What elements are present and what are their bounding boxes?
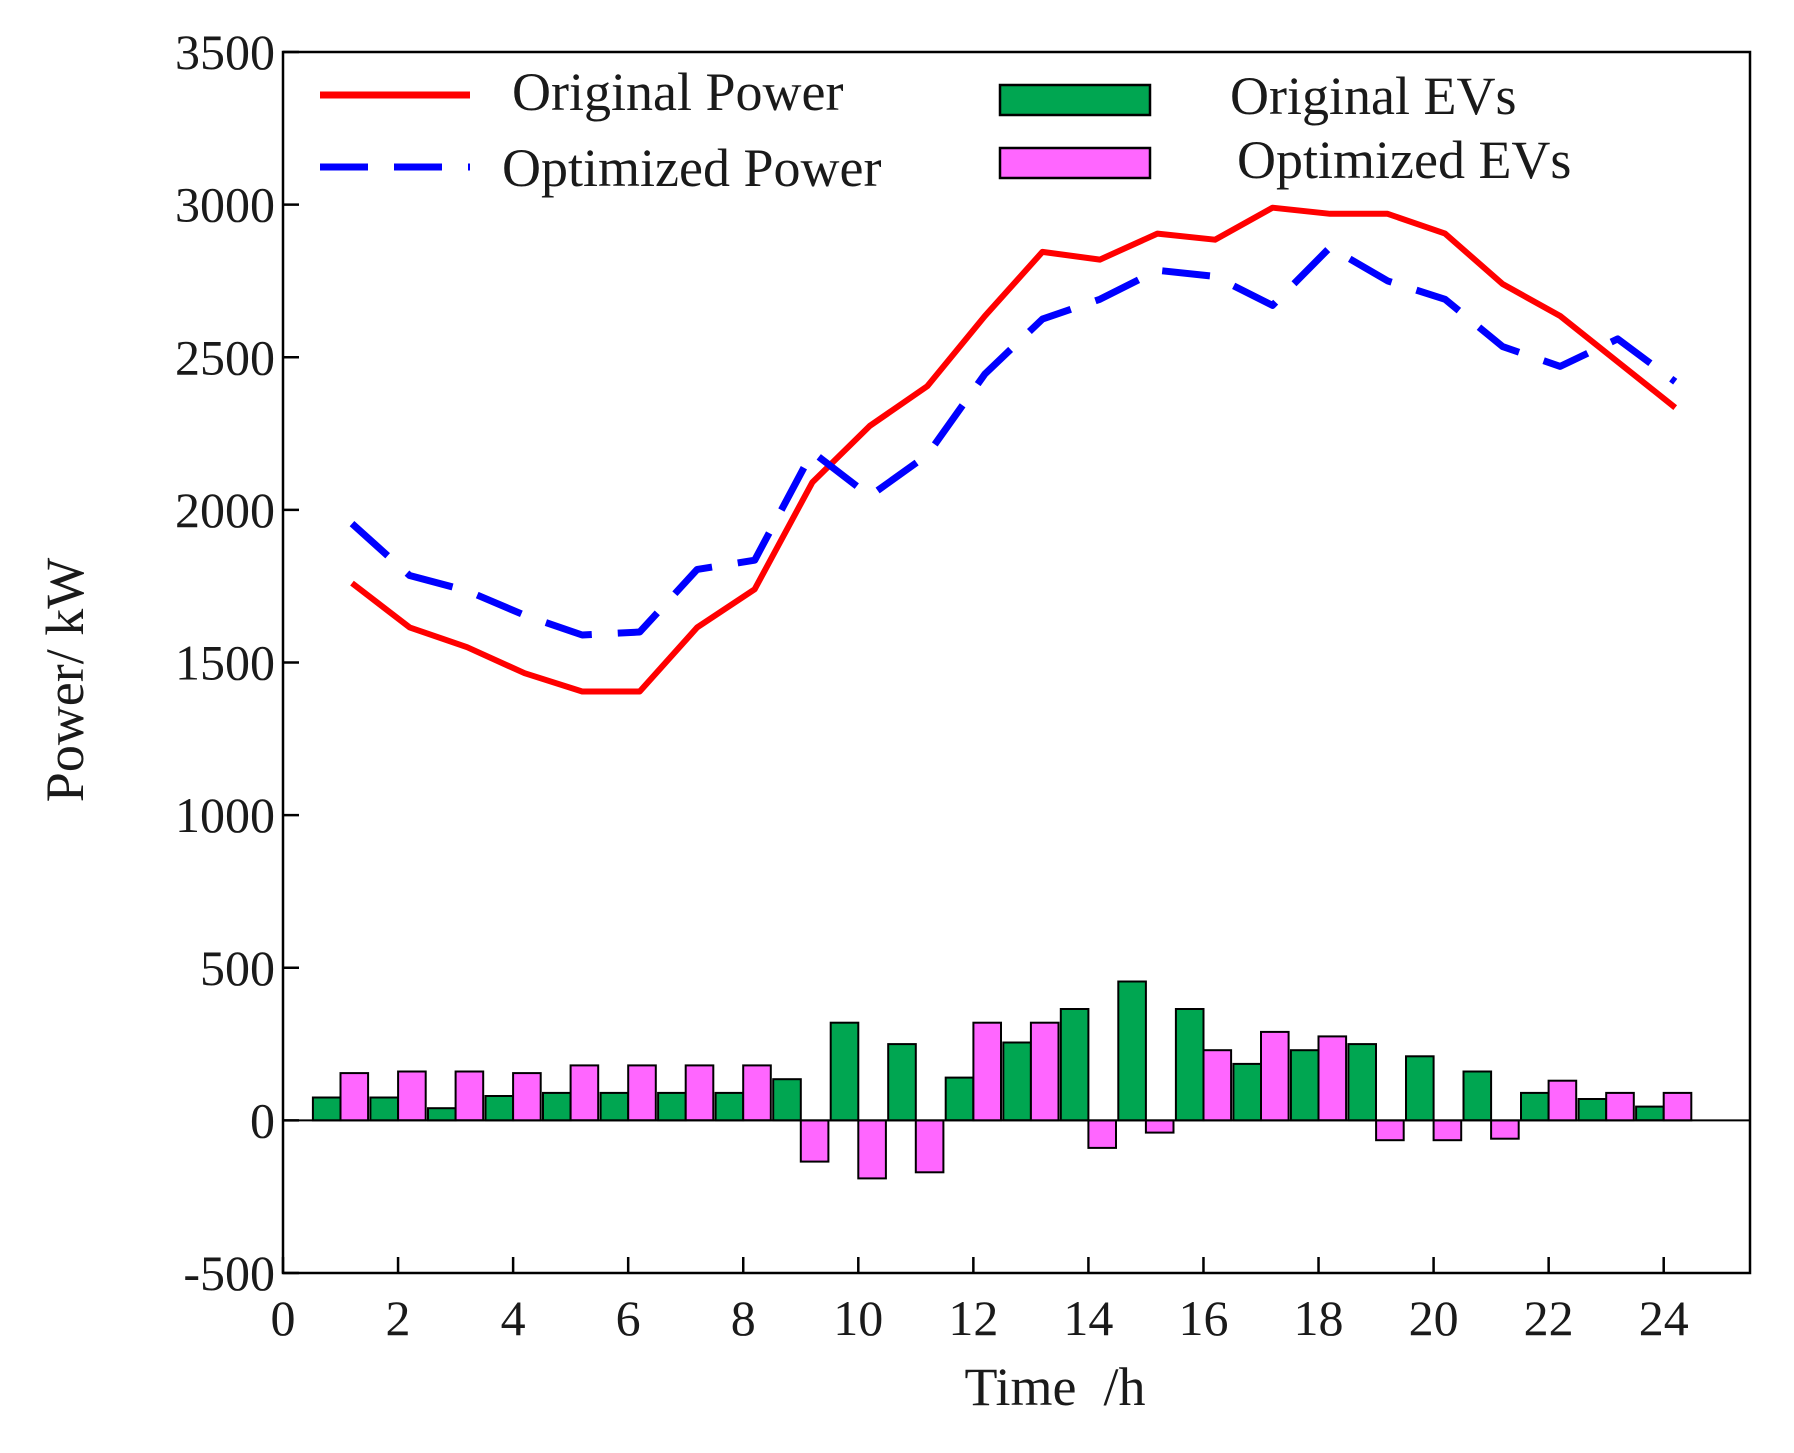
original-ev-bar xyxy=(369,1096,399,1122)
y-tick-label: 1000 xyxy=(175,787,275,843)
optimized-ev-bar xyxy=(397,1070,427,1122)
original-ev-bar xyxy=(714,1091,745,1122)
y-tick-label: 2000 xyxy=(175,482,275,538)
legend: Original Power Optimized Power Original EV… xyxy=(320,62,1571,198)
x-tick-label: 22 xyxy=(1524,1290,1574,1346)
original-ev-bar xyxy=(1405,1055,1435,1122)
optimized-ev-bar xyxy=(1662,1091,1693,1122)
x-tick-label: 16 xyxy=(1178,1290,1228,1346)
optimized-ev-bar xyxy=(1202,1049,1233,1122)
optimized-ev-bar xyxy=(1432,1119,1463,1142)
x-tick-label: 12 xyxy=(948,1290,998,1346)
original-ev-bar xyxy=(657,1091,687,1122)
x-tick-label: 24 xyxy=(1639,1290,1689,1346)
optimized-ev-bar xyxy=(569,1064,600,1122)
original-ev-bar xyxy=(887,1043,917,1122)
legend-label: Optimized EVs xyxy=(1237,130,1571,190)
original-ev-bar xyxy=(1347,1043,1378,1122)
optimized-ev-bar xyxy=(1029,1021,1060,1122)
x-tick-label: 2 xyxy=(386,1290,411,1346)
optimized-ev-bar xyxy=(742,1064,772,1122)
original-ev-bar xyxy=(1462,1070,1493,1122)
original-ev-bar xyxy=(1577,1098,1608,1122)
original-ev-bar xyxy=(311,1096,342,1122)
original-ev-bar xyxy=(1174,1008,1205,1122)
x-tick-label: 6 xyxy=(616,1290,641,1346)
x-tick-label: 18 xyxy=(1294,1290,1344,1346)
optimized-ev-bar xyxy=(684,1064,715,1122)
x-tick-label: 4 xyxy=(501,1290,526,1346)
optimized-ev-bar xyxy=(857,1119,887,1180)
optimized-ev-bar xyxy=(1490,1119,1520,1140)
original-ev-bar xyxy=(944,1076,975,1122)
optimized-power-line xyxy=(349,243,1678,639)
original-ev-bar xyxy=(1289,1049,1320,1122)
optimized-ev-bar xyxy=(914,1119,945,1174)
optimized-ev-bar xyxy=(1260,1030,1290,1122)
optimized-ev-bar xyxy=(1547,1079,1578,1122)
original-ev-bar xyxy=(542,1091,572,1122)
x-tick-label: 8 xyxy=(731,1290,756,1346)
y-tick-label: 500 xyxy=(200,940,275,996)
y-tick-label: 1500 xyxy=(175,635,275,691)
original-ev-bar xyxy=(829,1021,860,1122)
optimized-ev-bar xyxy=(454,1070,485,1122)
original-ev-bar xyxy=(1635,1105,1665,1122)
optimized-ev-bar xyxy=(1144,1119,1175,1134)
legend-swatch-optimized-evs xyxy=(998,146,1152,180)
y-tick-label: 2500 xyxy=(175,329,275,385)
bars-layer xyxy=(311,980,1693,1180)
original-ev-bar xyxy=(1002,1041,1032,1122)
x-tick-label: 10 xyxy=(833,1290,883,1346)
lines-layer xyxy=(349,204,1678,695)
legend-label: Original Power xyxy=(512,62,843,122)
optimized-ev-bar xyxy=(1605,1091,1635,1122)
optimized-ev-bar xyxy=(972,1021,1003,1122)
y-tick-label: 3000 xyxy=(175,177,275,233)
x-tick-label: 20 xyxy=(1409,1290,1459,1346)
legend-label: Optimized Power xyxy=(502,138,881,198)
legend-label: Original EVs xyxy=(1230,66,1516,126)
optimized-ev-bar xyxy=(1375,1119,1405,1142)
y-tick-label: 3500 xyxy=(175,24,275,80)
original-ev-bar xyxy=(1117,980,1147,1122)
original-ev-bar xyxy=(1232,1062,1263,1122)
original-ev-bar xyxy=(427,1107,457,1122)
optimized-ev-bar xyxy=(512,1072,542,1122)
x-tick-label: 14 xyxy=(1063,1290,1113,1346)
original-ev-bar xyxy=(599,1091,630,1122)
x-tick-label: 0 xyxy=(271,1290,296,1346)
y-tick-label: 0 xyxy=(250,1092,275,1148)
optimized-ev-bar xyxy=(1087,1119,1118,1149)
legend-swatch-original-evs xyxy=(998,83,1152,117)
original-ev-bar xyxy=(1059,1008,1090,1122)
y-tick-label: -500 xyxy=(183,1245,275,1301)
original-ev-bar xyxy=(1520,1091,1550,1122)
optimized-ev-bar xyxy=(339,1072,370,1122)
original-ev-bar xyxy=(484,1095,515,1122)
optimized-ev-bar xyxy=(1317,1035,1348,1122)
optimized-ev-bar xyxy=(799,1119,830,1163)
optimized-ev-bar xyxy=(627,1064,657,1122)
x-axis-title: Time /h xyxy=(964,1357,1145,1417)
original-power-line xyxy=(350,204,1678,695)
y-axis-title: Power/ kW xyxy=(35,558,95,802)
original-ev-bar xyxy=(772,1078,802,1122)
